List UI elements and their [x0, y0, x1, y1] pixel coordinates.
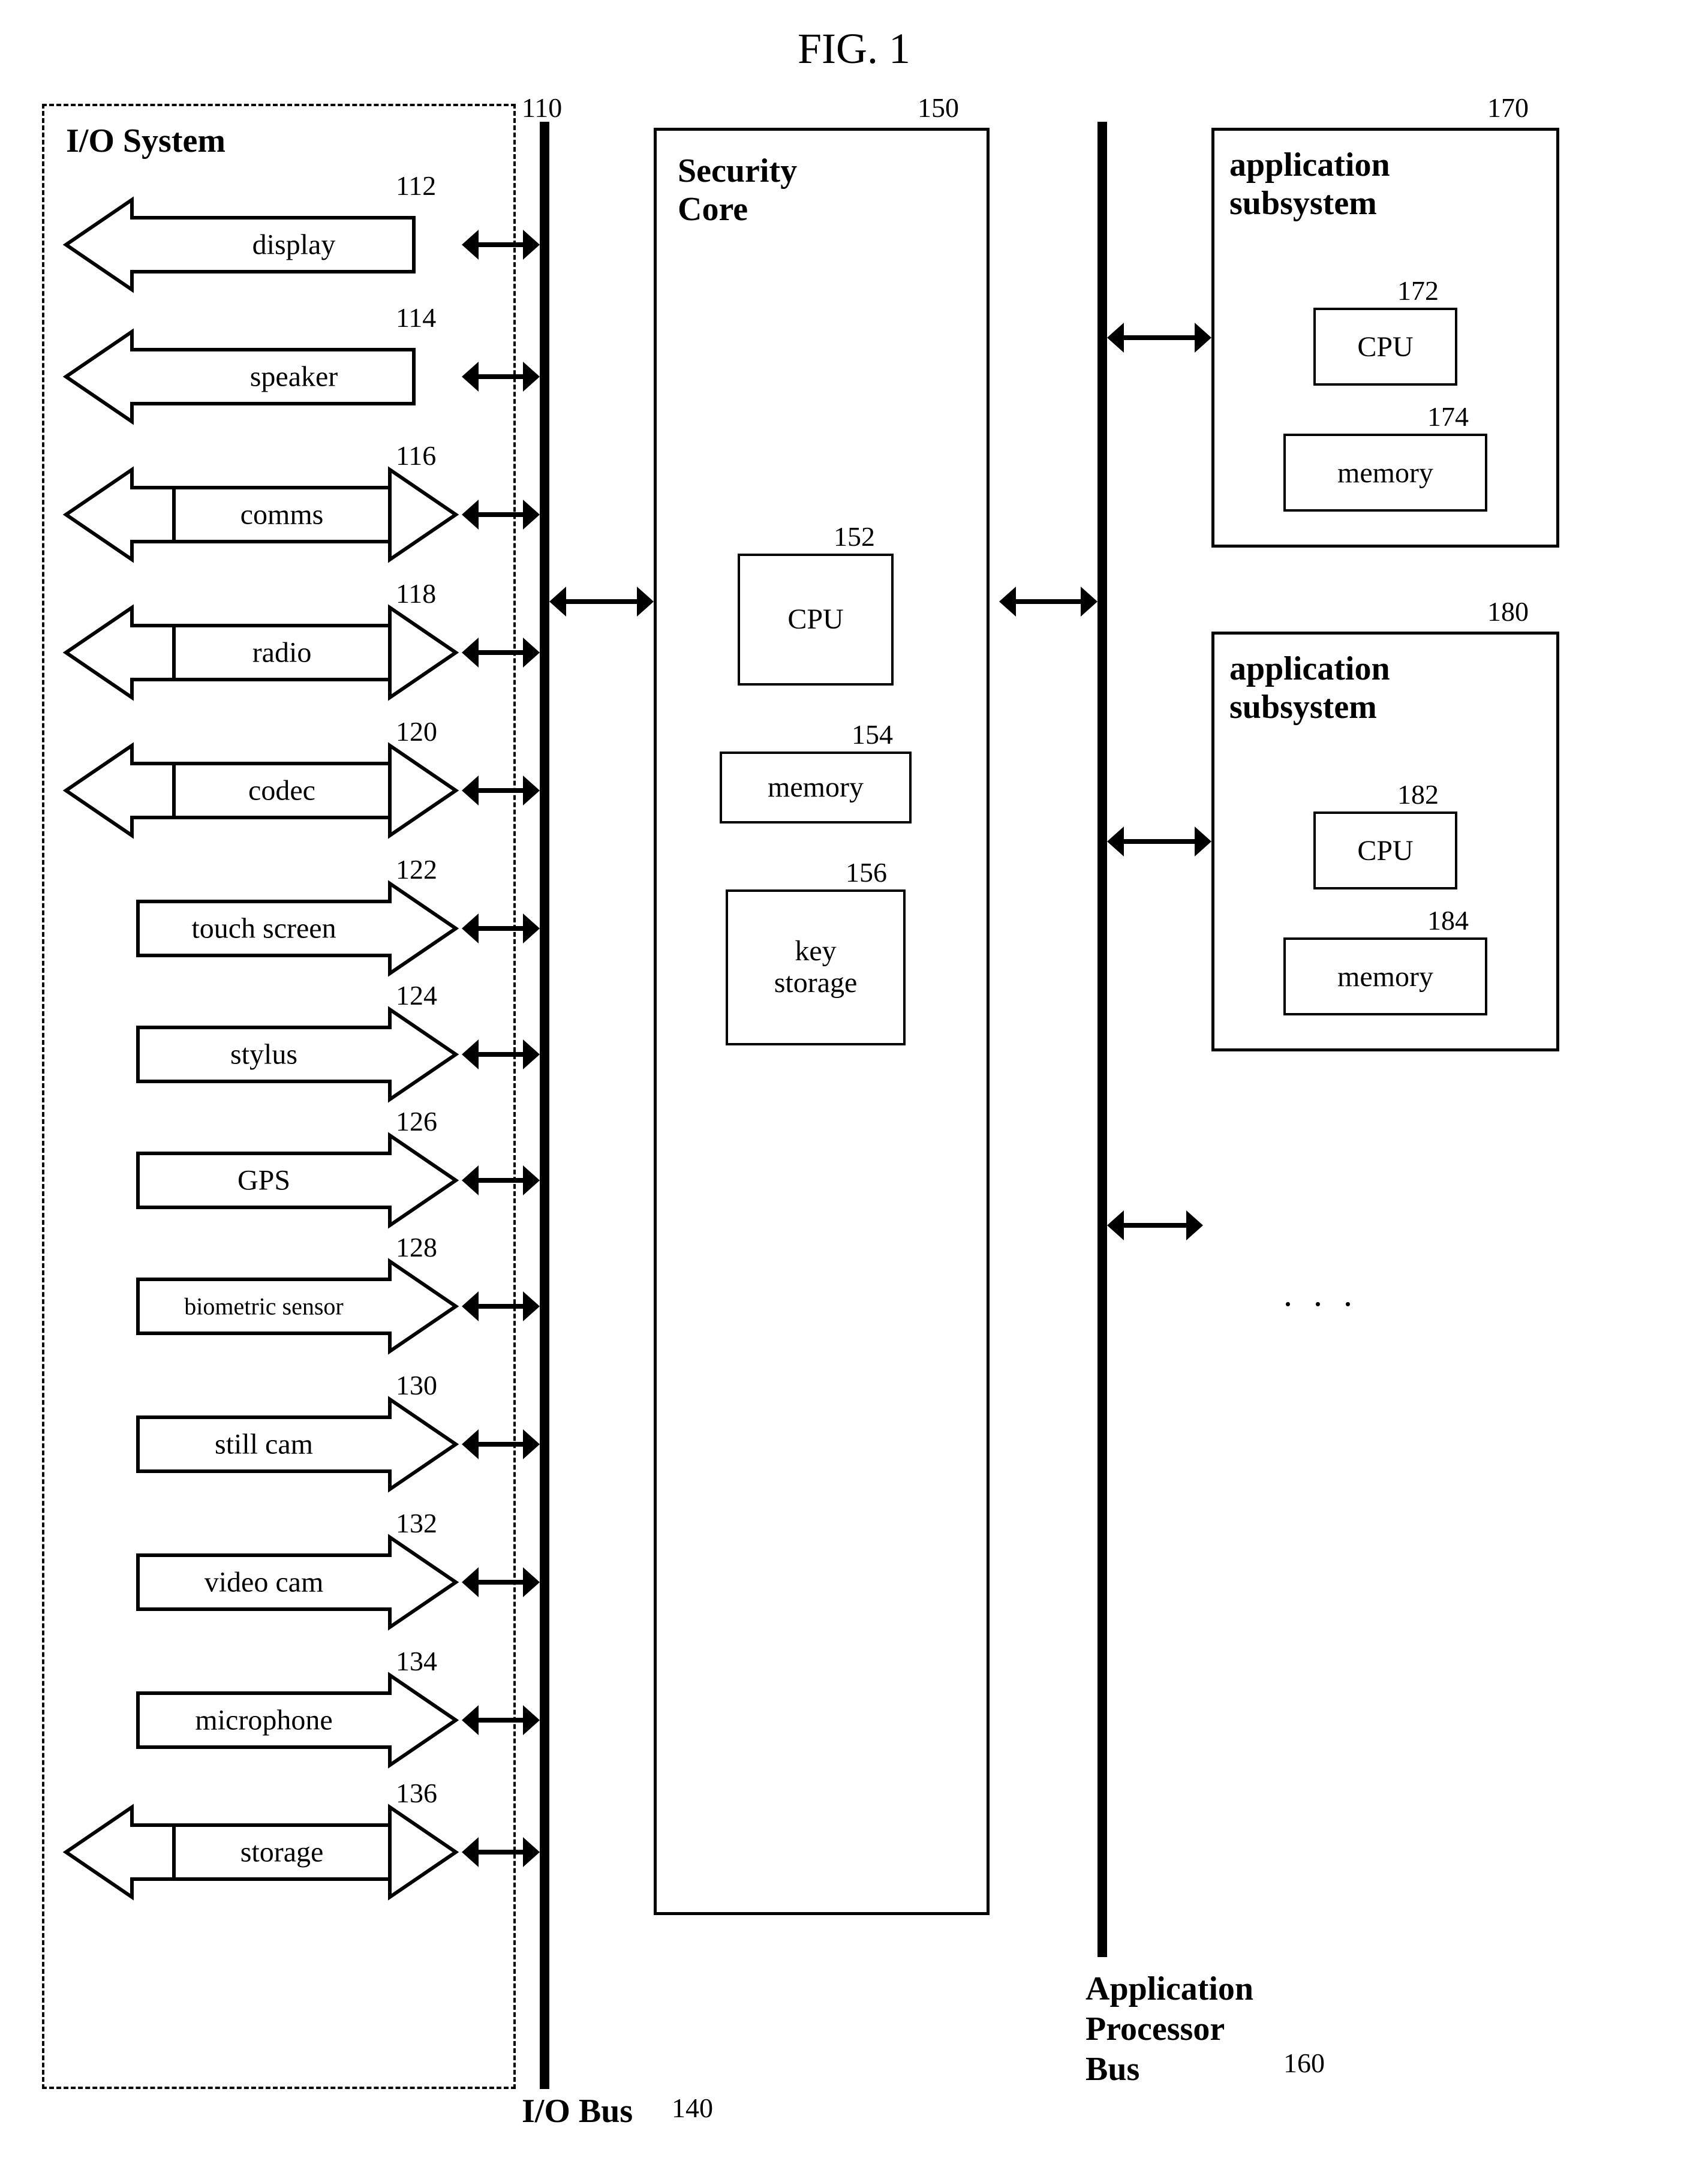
bus-connector-arrow — [462, 1705, 540, 1735]
inner-ref: 152 — [834, 521, 875, 552]
bus-connector-arrow — [549, 587, 654, 617]
bus-connector-arrow — [462, 500, 540, 530]
io-arrow-GPS: GPS — [66, 1135, 456, 1225]
bus-connector-arrow — [462, 1039, 540, 1069]
app-subsystem-memory: memory — [1283, 434, 1487, 512]
io-item-ref: 134 — [396, 1645, 437, 1677]
app-bus-ref: 160 — [1283, 2047, 1325, 2079]
svg-text:microphone: microphone — [195, 1705, 332, 1736]
io-arrow-touch-screen: touch screen — [66, 883, 456, 973]
io-arrow-speaker: speaker — [66, 332, 456, 422]
io-item-ref: 122 — [396, 853, 437, 885]
io-item-ref: 118 — [396, 578, 436, 609]
io-bus-label: I/O Bus — [522, 2092, 633, 2130]
io-bus — [540, 122, 549, 2089]
inner-ref: 154 — [852, 719, 893, 750]
app-bus-label: ApplicationProcessorBus — [1085, 1969, 1253, 2090]
bus-connector-arrow — [462, 1567, 540, 1597]
io-item-ref: 128 — [396, 1231, 437, 1263]
bus-connector-arrow — [1107, 323, 1211, 353]
figure-title: FIG. 1 — [24, 24, 1684, 74]
io-arrow-comms: comms — [66, 470, 456, 560]
svg-text:comms: comms — [240, 499, 324, 531]
io-arrow-storage: storage — [66, 1807, 456, 1897]
io-system-title: I/O System — [66, 122, 225, 160]
bus-connector-arrow — [462, 362, 540, 392]
io-item-ref: 126 — [396, 1105, 437, 1137]
inner-ref: 184 — [1427, 904, 1469, 936]
inner-ref: 182 — [1397, 779, 1439, 810]
bus-connector-arrow — [462, 1165, 540, 1195]
svg-text:storage: storage — [240, 1837, 324, 1868]
security-core-title: SecurityCore — [678, 152, 797, 229]
io-item-ref: 136 — [396, 1777, 437, 1809]
svg-text:video cam: video cam — [205, 1567, 324, 1598]
svg-text:stylus: stylus — [230, 1039, 297, 1071]
bus-connector-arrow — [462, 638, 540, 668]
bus-connector-arrow — [1107, 826, 1211, 856]
svg-text:touch screen: touch screen — [191, 913, 336, 945]
bus-connector-arrow — [462, 1429, 540, 1459]
app-subsystem-memory: memory — [1283, 937, 1487, 1015]
io-bus-ref: 140 — [672, 2092, 713, 2124]
app-subsystem-ref: 180 — [1487, 596, 1529, 627]
bus-connector-arrow — [462, 230, 540, 260]
io-item-ref: 120 — [396, 716, 437, 747]
svg-text:still cam: still cam — [215, 1429, 313, 1460]
app-subsystem-title: applicationsubsystem — [1229, 146, 1390, 223]
diagram-canvas: I/O System 110 display 112 speaker 114 comms 11… — [24, 86, 1684, 2125]
bus-connector-arrow — [462, 1291, 540, 1321]
svg-text:GPS: GPS — [237, 1165, 290, 1197]
inner-ref: 174 — [1427, 401, 1469, 432]
bus-connector-arrow — [999, 587, 1097, 617]
io-item-ref: 116 — [396, 440, 436, 471]
io-item-ref: 114 — [396, 302, 436, 333]
io-arrow-video-cam: video cam — [66, 1537, 456, 1627]
bus-connector-arrow — [462, 1837, 540, 1867]
app-subsystem-ref: 170 — [1487, 92, 1529, 124]
security-core-ref: 150 — [918, 92, 959, 124]
ellipsis-icon: . . . — [1283, 1273, 1358, 1315]
io-arrow-still-cam: still cam — [66, 1399, 456, 1489]
bus-connector-arrow — [462, 776, 540, 806]
app-subsystem-CPU: CPU — [1313, 308, 1457, 386]
io-arrow-radio: radio — [66, 608, 456, 698]
app-processor-bus — [1097, 122, 1107, 1957]
svg-text:speaker: speaker — [250, 361, 338, 393]
app-subsystem-title: applicationsubsystem — [1229, 650, 1390, 727]
svg-text:display: display — [252, 229, 336, 261]
io-arrow-codec: codec — [66, 746, 456, 835]
io-item-ref: 130 — [396, 1369, 437, 1401]
io-arrow-display: display — [66, 200, 456, 290]
io-arrow-stylus: stylus — [66, 1009, 456, 1099]
security-core-key-storage: keystorage — [726, 889, 906, 1045]
svg-text:biometric sensor: biometric sensor — [184, 1293, 344, 1320]
io-item-ref: 132 — [396, 1507, 437, 1539]
svg-text:codec: codec — [248, 775, 315, 807]
bus-connector-arrow — [1107, 1210, 1203, 1240]
svg-text:radio: radio — [252, 637, 312, 669]
inner-ref: 156 — [846, 856, 887, 888]
bus-connector-arrow — [462, 913, 540, 943]
io-item-ref: 112 — [396, 170, 436, 202]
io-arrow-biometric-sensor: biometric sensor — [66, 1261, 456, 1351]
inner-ref: 172 — [1397, 275, 1439, 306]
security-core-CPU: CPU — [738, 554, 894, 686]
security-core-memory: memory — [720, 752, 912, 823]
io-arrow-microphone: microphone — [66, 1675, 456, 1765]
app-subsystem-CPU: CPU — [1313, 812, 1457, 889]
io-item-ref: 124 — [396, 979, 437, 1011]
io-system-ref: 110 — [522, 92, 562, 124]
